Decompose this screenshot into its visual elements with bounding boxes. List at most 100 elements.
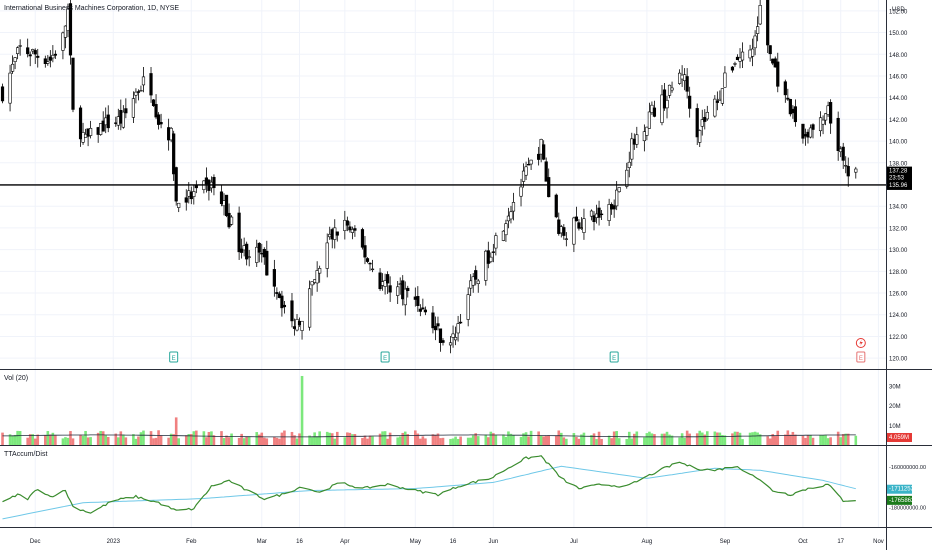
volume-bar xyxy=(766,436,769,445)
volume-bar xyxy=(519,436,523,445)
candle-body xyxy=(806,131,810,138)
currency-label: USD xyxy=(892,7,905,13)
candle-body xyxy=(667,84,672,96)
candle-body xyxy=(63,25,68,38)
volume-bar xyxy=(33,438,37,445)
candle-body xyxy=(255,246,259,263)
volume-bar xyxy=(71,438,75,445)
candle-body xyxy=(776,61,780,87)
volume-bar xyxy=(844,433,848,445)
volume-bar xyxy=(456,438,460,445)
candle-body xyxy=(826,105,830,115)
candle-body xyxy=(526,163,531,166)
volume-bar xyxy=(346,432,349,445)
candle-body xyxy=(821,119,825,125)
candle-body xyxy=(350,229,354,233)
candle-body xyxy=(431,312,435,329)
candle-body xyxy=(86,128,90,137)
volume-bar xyxy=(298,433,301,445)
candle-body xyxy=(315,270,319,284)
last-price-badge-text: 137.28 xyxy=(889,169,908,175)
volume-bar xyxy=(474,433,478,445)
volume-bar xyxy=(381,431,384,445)
candle-body xyxy=(177,202,181,208)
level-badge-text: 135.96 xyxy=(889,183,908,189)
volume-bar xyxy=(509,433,513,445)
candle-body xyxy=(229,216,234,225)
earnings-marker[interactable] xyxy=(380,351,390,363)
candle-body xyxy=(713,98,717,117)
volume-bar xyxy=(441,437,445,445)
accum-ma-badge xyxy=(887,484,912,494)
volume-bar xyxy=(257,434,261,445)
candle-body xyxy=(474,270,478,280)
symbol-title: International Business Machines Corporat… xyxy=(4,5,180,12)
volume-bar xyxy=(363,435,367,445)
candle-body xyxy=(844,165,848,167)
volume-bar xyxy=(804,437,807,445)
volume-bar xyxy=(378,433,382,445)
candle-body xyxy=(313,279,317,283)
volume-bar xyxy=(630,438,634,445)
candle-body xyxy=(441,340,445,343)
volume-bar xyxy=(597,431,601,445)
volume-bar xyxy=(809,435,812,445)
last-price-badge-text: 23:53 xyxy=(889,176,905,182)
price-tick-label: 142.00 xyxy=(889,118,908,124)
candle-body xyxy=(378,272,382,290)
earnings-marker[interactable] xyxy=(856,351,866,363)
candle-body xyxy=(116,116,120,126)
level-badge xyxy=(887,180,912,190)
candle-body xyxy=(360,229,365,248)
volume-bar xyxy=(366,438,369,445)
candle-body xyxy=(554,194,558,218)
volume-bar xyxy=(28,434,32,445)
volume-bar xyxy=(436,433,440,445)
volume-bar xyxy=(187,434,191,445)
volume-bar xyxy=(492,433,495,445)
volume-bar xyxy=(13,434,17,445)
volume-bar xyxy=(560,432,563,445)
volume-bar xyxy=(212,435,216,445)
earnings-marker[interactable] xyxy=(169,351,179,363)
volume-bar xyxy=(625,439,629,445)
candle-body xyxy=(83,133,88,138)
volume-bar xyxy=(668,434,671,445)
candle-body xyxy=(433,325,438,331)
last-price-badge xyxy=(887,166,912,182)
candle-body xyxy=(406,287,410,291)
candle-body xyxy=(240,248,244,253)
volume-bar xyxy=(650,433,654,445)
accum-panel-label: TTAccum/Dist xyxy=(4,451,48,458)
volume-bar xyxy=(293,435,296,445)
volume-bar xyxy=(210,431,213,445)
candle-body xyxy=(559,226,563,234)
volume-bar xyxy=(698,430,702,445)
candle-body xyxy=(99,123,103,135)
volume-bar xyxy=(89,437,92,445)
price-candles xyxy=(0,0,858,354)
volume-bar xyxy=(811,437,815,445)
earnings-marker-label: E xyxy=(859,356,863,362)
volume-bar xyxy=(99,430,102,445)
candle-body xyxy=(589,210,594,217)
candle-body xyxy=(808,127,813,138)
volume-bar xyxy=(315,436,319,445)
earnings-marker[interactable] xyxy=(609,351,619,363)
candle-body xyxy=(665,99,669,109)
accum-line-layer xyxy=(2,455,856,514)
volume-bar xyxy=(368,435,372,445)
volume-bar xyxy=(580,434,583,445)
price-tick-label: 120.00 xyxy=(889,357,908,363)
candle-body xyxy=(615,189,619,207)
candle-body xyxy=(403,288,407,306)
candle-body xyxy=(592,215,596,223)
candle-body xyxy=(26,47,30,55)
volume-bar xyxy=(459,436,462,445)
volume-bar xyxy=(184,435,188,445)
volume-bar xyxy=(738,432,742,445)
volume-bar xyxy=(419,438,422,445)
candle-body xyxy=(818,117,823,132)
time-tick-label: Nov xyxy=(873,539,884,545)
volume-bar xyxy=(66,437,70,445)
